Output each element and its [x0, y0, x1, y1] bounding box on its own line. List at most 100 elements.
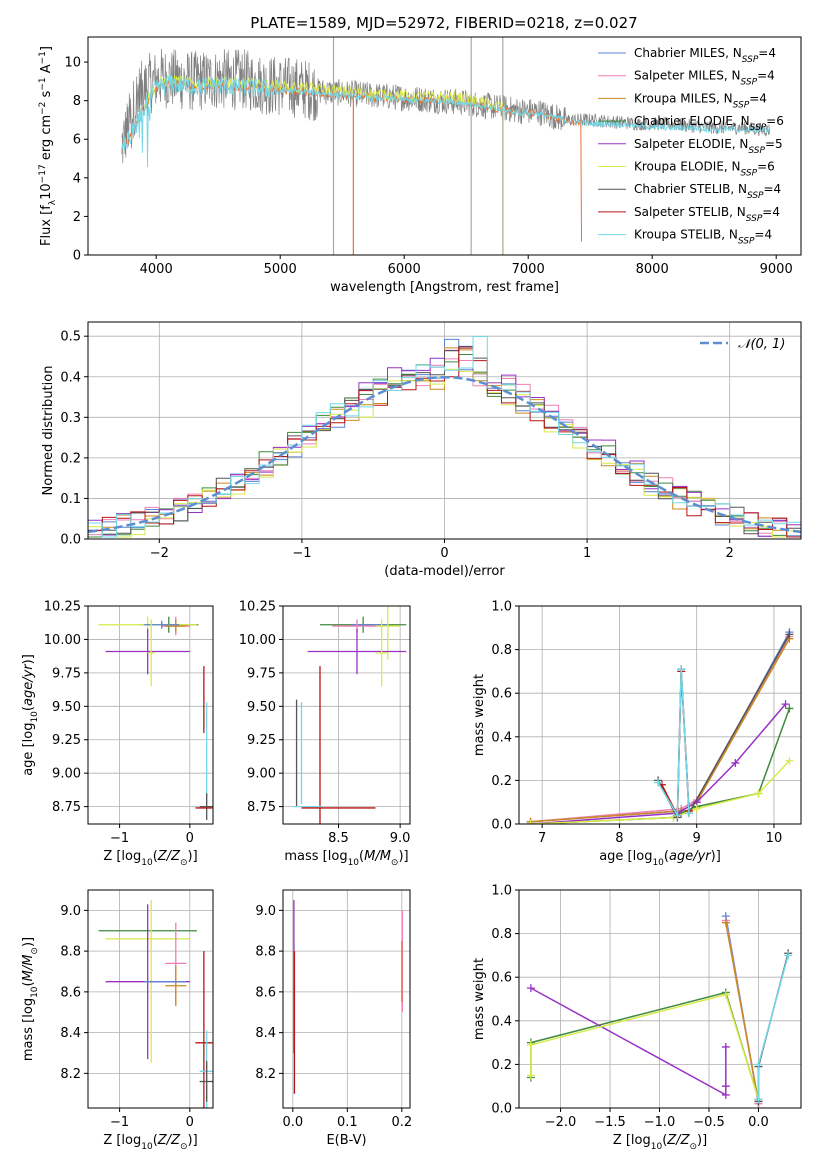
y-tick-label: 0.4 — [491, 730, 512, 745]
plus-marker — [754, 789, 763, 798]
y-axis-label: mass weight — [472, 674, 487, 756]
data-point — [307, 628, 407, 675]
axes-frame — [282, 605, 411, 825]
plots-layer: 4000 5000 6000 7000 8000 90000246810Chabrier … — [21, 36, 802, 1152]
y-axis-label: mass [log10(M/M⊙)] — [21, 937, 40, 1061]
x-tick-label: 10 — [766, 831, 783, 846]
legend-entry: Chabrier MILES, NSSP=4 — [634, 46, 776, 65]
y-tick-label: 9.50 — [247, 700, 276, 715]
y-tick-label: 8.4 — [60, 1026, 81, 1041]
plot-area-massweight_vs_Z — [526, 912, 793, 1108]
x-tick-label: 8000 — [636, 262, 669, 277]
x-tick-label: 9.0 — [390, 831, 411, 846]
series-chabrier-stelib — [757, 953, 789, 1102]
y-tick-label: 10.00 — [44, 633, 81, 648]
y-tick-label: 1.0 — [491, 600, 512, 615]
normal-curve — [88, 375, 801, 534]
y-tick-label: 0.0 — [491, 818, 512, 833]
y-tick-label: 0.5 — [60, 330, 81, 345]
y-tick-label: 9.50 — [52, 700, 81, 715]
series-chabrier-elodie — [530, 708, 791, 824]
y-tick-label: 0.4 — [60, 370, 81, 385]
plus-marker — [526, 1071, 535, 1080]
y-tick-label: 0.8 — [491, 927, 512, 942]
x-tick-label: 0 — [440, 546, 448, 561]
legend-entry: Chabrier STELIB, NSSP=4 — [634, 182, 781, 201]
plus-marker — [731, 758, 740, 767]
axes-massweight_vs_Z: −2.0 −1.5 −1.0 −0.5 0.0 0.0 0.2 0.4 0.6 0.8 1.0 Z [… — [472, 884, 802, 1152]
x-tick-label: 8 — [615, 831, 623, 846]
y-tick-label: 10 — [64, 56, 81, 71]
y-tick-label: 0.8 — [491, 643, 512, 658]
x-axis-label: age [log10(age/yr)] — [599, 849, 721, 868]
data-point — [147, 619, 155, 687]
plus-marker — [721, 918, 730, 927]
x-tick-label: −0.5 — [693, 1115, 725, 1130]
plus-marker — [785, 630, 794, 639]
series-model-stelib — [121, 74, 770, 168]
plot-area-residuals — [88, 336, 801, 538]
y-tick-label: 9.25 — [247, 733, 276, 748]
x-tick-label: 4000 — [140, 262, 173, 277]
axes-age_vs_mass: 8.5 9.0 8.75 9.00 9.25 9.50 9.75 10.00 10.25 mass… — [239, 600, 411, 868]
series-observed-spectrum — [121, 48, 771, 164]
plus-marker — [754, 1060, 763, 1069]
y-tick-label: 2 — [73, 210, 81, 225]
y-tick-label: 8.75 — [247, 800, 276, 815]
x-tick-label: −1 — [110, 831, 129, 846]
plot-area-age_vs_mass — [292, 606, 407, 824]
plus-marker — [721, 1082, 730, 1091]
series-chabrier-elodie — [530, 991, 760, 1100]
y-tick-label: 10.00 — [239, 633, 276, 648]
x-axis-label: Z [log10(Z/Z⊙)] — [613, 1133, 707, 1152]
axes-spectrum: 4000 5000 6000 7000 8000 9000 0 2 4 6 8 10 Chabrier … — [38, 36, 802, 295]
plus-marker — [785, 704, 794, 713]
y-axis-label: Normed distribution — [41, 366, 56, 496]
y-tick-label: 0 — [73, 249, 81, 264]
x-tick-label: 7 — [538, 831, 546, 846]
axes-mass_vs_EBV: 0.0 0.1 0.2 8.2 8.4 8.6 8.8 9.0 E(B-V) — [255, 889, 412, 1148]
axes-frame — [87, 36, 802, 256]
y-tick-label: 10.25 — [44, 600, 81, 615]
x-tick-label: −2.0 — [545, 1115, 577, 1130]
y-tick-label: 8.2 — [255, 1067, 276, 1082]
x-tick-label: 1 — [583, 546, 591, 561]
legend-entry: Chabrier ELODIE, NSSP=6 — [634, 114, 784, 133]
legend: Chabrier MILES, NSSP=4 Salpeter MILES, NS… — [598, 46, 784, 247]
plot-area-age_vs_Z — [98, 616, 213, 820]
axes-frame — [87, 889, 214, 1109]
x-tick-label: 0 — [186, 1115, 194, 1130]
series-salpeter-elodie — [530, 987, 727, 1097]
x-axis-label: Z [log10(Z/Z⊙)] — [103, 1133, 197, 1152]
y-tick-label: 8.6 — [255, 985, 276, 1000]
x-axis-label: Z [log10(Z/Z⊙)] — [103, 849, 197, 868]
data-point — [165, 965, 187, 1007]
x-tick-label: 9000 — [760, 262, 793, 277]
legend-entry: Salpeter MILES, NSSP=4 — [634, 69, 775, 88]
histogram-kroupa-elodie — [88, 368, 801, 538]
y-tick-label: 9.00 — [247, 767, 276, 782]
data-point — [199, 1061, 213, 1102]
data-point — [105, 628, 190, 675]
legend-entry: Kroupa ELODIE, NSSP=6 — [634, 160, 775, 179]
x-tick-label: −1.5 — [594, 1115, 626, 1130]
data-point — [195, 951, 213, 1108]
plus-marker — [754, 1095, 763, 1104]
plus-marker — [684, 809, 693, 818]
y-axis-label: mass weight — [472, 958, 487, 1040]
series-chabrier-miles — [530, 631, 791, 823]
plus-marker — [526, 984, 535, 993]
y-tick-label: 0.2 — [491, 774, 512, 789]
y-tick-label: 0.0 — [491, 1102, 512, 1117]
data-point — [144, 620, 180, 629]
axes-age_vs_Z: −1 0 8.75 9.00 9.25 9.50 9.75 10.00 10.25 Z [log1… — [21, 600, 214, 868]
x-tick-label: 7000 — [512, 262, 545, 277]
x-tick-label: 0.0 — [282, 1115, 303, 1130]
x-tick-label: 0.2 — [391, 1115, 412, 1130]
y-tick-label: 0.6 — [491, 971, 512, 986]
plus-marker — [785, 756, 794, 765]
y-tick-label: 6 — [73, 133, 81, 148]
y-tick-label: 0.1 — [60, 492, 81, 507]
axes-massweight_vs_age: 7 8 9 10 0.0 0.2 0.4 0.6 0.8 1.0 age [log10(age/yr… — [472, 600, 802, 868]
x-tick-label: −1.0 — [644, 1115, 676, 1130]
